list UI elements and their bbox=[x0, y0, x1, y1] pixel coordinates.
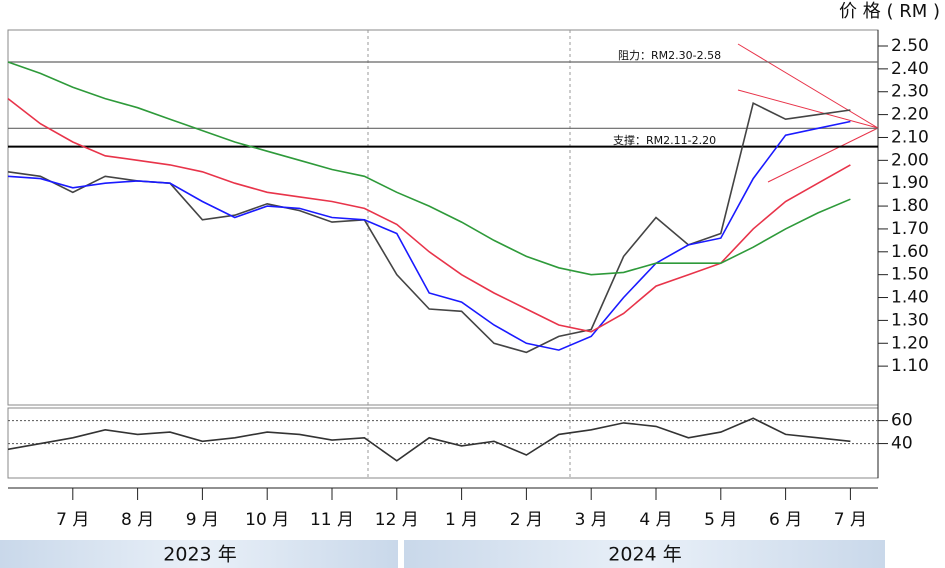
y-tick-label: 2.10 bbox=[891, 127, 929, 147]
y-tick-label: 1.70 bbox=[891, 219, 929, 239]
series-line bbox=[7, 417, 851, 462]
series-line bbox=[7, 120, 851, 351]
annotation: 阻力：RM2.30-2.58 bbox=[618, 49, 721, 62]
y-tick-label: 1.20 bbox=[891, 333, 929, 353]
x-tick-label: 8 月 bbox=[121, 510, 154, 530]
x-tick-label: 4 月 bbox=[639, 510, 672, 530]
x-tick-label: 6 月 bbox=[769, 510, 802, 530]
y-tick-label: 2.20 bbox=[891, 105, 929, 125]
x-tick-label: 10 月 bbox=[245, 510, 289, 530]
y-tick-label: 1.60 bbox=[891, 242, 929, 262]
x-tick-label: 12 月 bbox=[375, 510, 419, 530]
y-tick-label: 1.90 bbox=[891, 173, 929, 193]
x-tick-label: 3 月 bbox=[575, 510, 608, 530]
y-tick-label: 2.00 bbox=[891, 150, 929, 170]
x-tick-label: 2 月 bbox=[510, 510, 543, 530]
series-line bbox=[7, 97, 851, 333]
rsi-panel bbox=[7, 407, 879, 479]
price-panel bbox=[7, 29, 879, 406]
x-tick-label: 7 月 bbox=[834, 510, 867, 530]
y-tick-label: 1.40 bbox=[891, 288, 929, 308]
period-label: 2023 年 bbox=[163, 544, 236, 566]
y-tick-label: 1.50 bbox=[891, 265, 929, 285]
annotation: 支撑：RM2.11-2.20 bbox=[613, 133, 716, 147]
x-tick-label: 5 月 bbox=[704, 510, 737, 530]
y-tick-label: 2.40 bbox=[891, 59, 929, 79]
y-tick-label: 1.10 bbox=[891, 356, 929, 376]
y-tick-label: 40 bbox=[891, 434, 913, 454]
period-band bbox=[0, 540, 398, 568]
x-tick-label: 9 月 bbox=[186, 510, 219, 530]
y-axis-label: 价 格 ( RM ) bbox=[839, 1, 940, 22]
x-tick-label: 1 月 bbox=[445, 510, 478, 530]
x-tick-label: 11 月 bbox=[310, 510, 354, 530]
y-tick-label: 2.30 bbox=[891, 82, 929, 102]
triangle-pattern bbox=[767, 127, 879, 183]
x-tick-label: 7 月 bbox=[56, 510, 89, 530]
period-label: 2024 年 bbox=[608, 544, 681, 566]
series-line bbox=[7, 61, 851, 276]
period-band bbox=[404, 540, 885, 568]
y-tick-label: 2.50 bbox=[891, 36, 929, 56]
y-tick-label: 1.30 bbox=[891, 310, 929, 330]
y-tick-label: 60 bbox=[891, 411, 913, 431]
y-tick-label: 1.80 bbox=[891, 196, 929, 216]
